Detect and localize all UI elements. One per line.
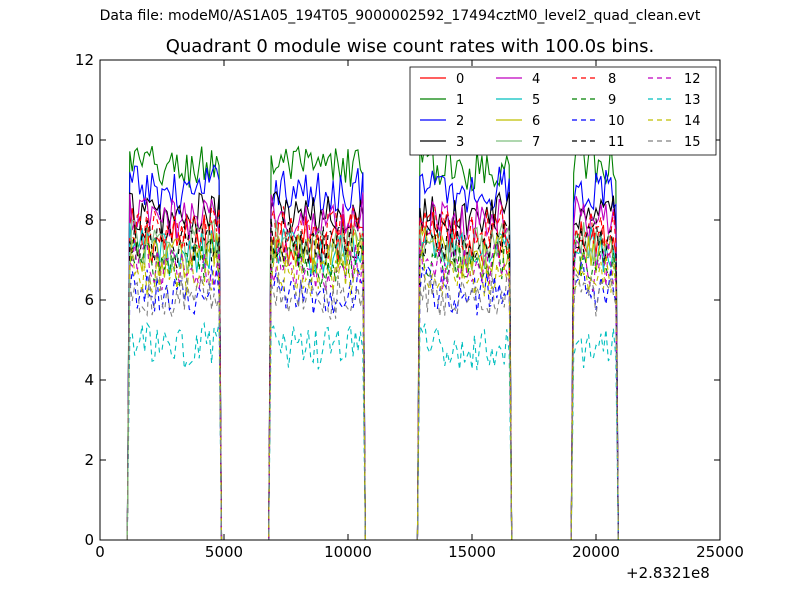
y-tick-label: 2 — [84, 451, 94, 469]
series-line-2 — [126, 164, 619, 540]
series-line-10 — [126, 260, 619, 540]
legend-label-1: 1 — [456, 93, 464, 108]
x-tick-label: 5000 — [205, 543, 243, 561]
y-tick-label: 6 — [84, 291, 94, 309]
series-line-15 — [126, 272, 619, 540]
legend-label-11: 11 — [608, 135, 625, 150]
series-line-0 — [126, 208, 619, 540]
series-layer — [126, 142, 619, 540]
legend-label-3: 3 — [456, 135, 464, 150]
series-line-4 — [126, 192, 619, 540]
series-line-14 — [126, 247, 619, 540]
legend-label-8: 8 — [608, 72, 616, 87]
series-line-13 — [126, 321, 619, 540]
y-tick-label: 10 — [75, 131, 94, 149]
y-tick-label: 12 — [75, 51, 94, 69]
series-line-7 — [126, 218, 619, 540]
legend-label-0: 0 — [456, 72, 464, 87]
chart-suptitle: Data file: modeM0/AS1A05_194T05_90000025… — [99, 8, 701, 24]
legend-label-12: 12 — [684, 72, 701, 87]
x-tick-label: 10000 — [324, 543, 372, 561]
x-tick-label: 0 — [95, 543, 105, 561]
legend-label-6: 6 — [532, 114, 540, 129]
legend-box — [409, 66, 717, 156]
series-line-5 — [126, 222, 619, 540]
x-axis: 0 5000 10000 15000 20000 25000 — [95, 60, 744, 561]
legend-label-10: 10 — [608, 114, 625, 129]
legend-label-2: 2 — [456, 114, 464, 129]
legend-label-4: 4 — [532, 72, 540, 87]
y-tick-label: 8 — [84, 211, 94, 229]
legend-label-5: 5 — [532, 93, 540, 108]
series-line-6 — [126, 225, 619, 540]
legend-label-14: 14 — [684, 114, 701, 129]
legend-label-7: 7 — [532, 135, 540, 150]
x-tick-label: 20000 — [572, 543, 620, 561]
chart-title: Quadrant 0 module wise count rates with … — [165, 36, 655, 57]
legend-label-9: 9 — [608, 93, 616, 108]
series-line-12 — [126, 238, 619, 540]
series-line-9 — [126, 233, 619, 540]
legend-label-15: 15 — [684, 135, 701, 150]
series-line-11 — [126, 218, 619, 540]
x-axis-offset-label: +2.8321e8 — [626, 564, 710, 582]
y-tick-label: 0 — [84, 531, 94, 549]
x-tick-label: 15000 — [448, 543, 496, 561]
legend-label-13: 13 — [684, 93, 701, 108]
x-tick-label: 25000 — [696, 543, 744, 561]
y-tick-label: 4 — [84, 371, 94, 389]
